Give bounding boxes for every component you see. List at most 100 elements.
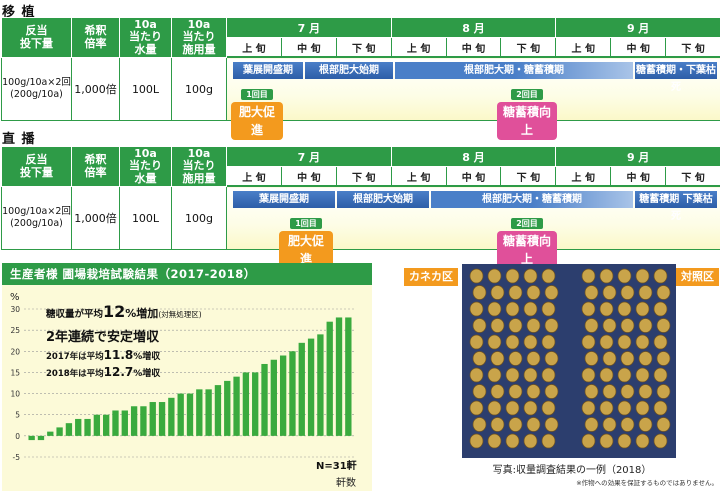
tuber <box>505 301 520 317</box>
y-tick-label: 20 <box>10 347 20 356</box>
month-september: 9 月 <box>555 17 720 38</box>
y-tick-label: -5 <box>13 453 21 462</box>
tuber <box>599 367 614 383</box>
tuber <box>635 367 650 383</box>
tuber <box>523 433 538 449</box>
tuber <box>635 268 650 284</box>
tuber <box>505 367 520 383</box>
growth-timeline: 葉展開盛期 根部肥大始期 根部肥大期・糖蓄積期 糖蓄積期・下葉枯死 1回目 肥大… <box>225 57 720 140</box>
header-water: 10a 当たり 水量 <box>119 146 172 187</box>
tuber <box>635 400 650 416</box>
month-august: 8 月 <box>390 17 557 38</box>
tuber <box>487 301 502 317</box>
chart-bar <box>233 376 240 436</box>
tuber <box>656 351 671 366</box>
header-water: 10a 当たり 水量 <box>119 17 172 58</box>
photo-label-kaneka: カネカ区 <box>404 268 458 286</box>
tuber <box>635 334 650 350</box>
stage-leaf-expansion: 葉展開盛期 <box>233 191 335 208</box>
tuber <box>602 417 617 432</box>
section-title-transplant: 移 植 <box>2 5 36 20</box>
tuber <box>581 334 596 350</box>
month-july: 7 月 <box>226 146 392 167</box>
tuber <box>541 367 556 383</box>
application-2-number: 2回目 <box>511 218 543 229</box>
chart-bar <box>205 389 212 436</box>
chart-annotation: 糖収量が平均12%増加(対無処理区) 2年連続で安定増収 2017年は平均11.… <box>46 302 202 379</box>
tuber <box>638 417 653 432</box>
chart-bar <box>65 423 73 436</box>
tuber <box>523 400 538 416</box>
decade-cell: 上 旬 <box>226 37 282 57</box>
stage-sugar-storage: 糖蓄積期・下葉枯死 <box>635 62 717 93</box>
decade-cell: 中 旬 <box>610 37 667 57</box>
schedule-table-transplant: 反当 投下量 希釈 倍率 10a 当たり 水量 10a 当たり 施用量 7 月 … <box>1 17 720 140</box>
chart-bar <box>326 321 333 436</box>
tuber <box>508 384 523 399</box>
tuber <box>487 433 502 449</box>
month-august: 8 月 <box>390 146 557 167</box>
tuber <box>584 384 599 399</box>
tuber <box>472 285 487 300</box>
tuber <box>526 384 541 399</box>
application-1: 1回目 肥大促進 <box>231 82 283 140</box>
tuber <box>472 318 487 333</box>
tuber <box>617 334 632 350</box>
disclaimer-note: ※作物への効果を保証するものではありません。 <box>576 479 718 487</box>
chart-bar <box>289 351 296 436</box>
tuber <box>584 417 599 432</box>
tuber <box>581 433 596 449</box>
chart-bar <box>149 402 156 436</box>
value-rate: 100g/10a×2回 (200g/10a) <box>1 186 72 250</box>
y-tick-label: 25 <box>10 326 20 335</box>
value-dilution: 1,000倍 <box>71 57 120 121</box>
decade-cell: 上 旬 <box>555 166 612 186</box>
application-1-label: 肥大促進 <box>279 231 333 269</box>
chart-bar <box>279 355 287 436</box>
application-2-label: 糖蓄積向上 <box>497 231 557 269</box>
tuber <box>487 268 502 284</box>
tuber <box>602 285 617 300</box>
result-2018: 2018年は平均12.7%増収 <box>46 365 161 379</box>
tuber <box>656 285 671 300</box>
tuber <box>490 417 505 432</box>
y-tick-label: 30 <box>10 305 20 314</box>
chart-bar <box>317 334 324 436</box>
tuber <box>472 351 487 366</box>
tuber <box>581 367 596 383</box>
chart-bar <box>140 406 147 436</box>
tuber <box>584 285 599 300</box>
tuber <box>638 351 653 366</box>
decade-cell: 下 旬 <box>500 166 557 186</box>
chart-panel-title: 生産者様 圃場栽培試験結果（2017-2018） <box>2 263 372 285</box>
growth-timeline: 葉展開盛期 根部肥大始期 根部肥大期・糖蓄積期 糖蓄積期 下葉枯死 1回目 肥大… <box>225 186 720 269</box>
application-2-number: 2回目 <box>511 89 543 100</box>
decade-cell: 中 旬 <box>280 37 337 57</box>
header-rate: 反当 投下量 <box>1 146 72 187</box>
y-tick-label: 15 <box>10 368 20 377</box>
chart-bar <box>103 414 110 436</box>
tuber <box>638 384 653 399</box>
stage-leaf-expansion: 葉展開盛期 <box>233 62 303 79</box>
value-amount: 100g <box>171 186 227 250</box>
x-axis-label: 軒数 <box>336 476 356 489</box>
tuber <box>599 268 614 284</box>
tuber <box>635 301 650 317</box>
tuber <box>581 400 596 416</box>
application-1: 1回目 肥大促進 <box>279 211 333 269</box>
value-amount: 100g <box>171 57 227 121</box>
chart-bar <box>93 414 101 436</box>
tuber <box>638 285 653 300</box>
tuber <box>581 268 596 284</box>
decade-cell: 上 旬 <box>555 37 612 57</box>
tuber <box>505 433 520 449</box>
application-2: 2回目 糖蓄積向上 <box>497 82 557 140</box>
decade-cell: 上 旬 <box>390 37 447 57</box>
yield-photo <box>462 264 676 458</box>
chart-bar <box>261 363 268 436</box>
tuber <box>544 417 559 432</box>
tuber <box>526 351 541 366</box>
tuber <box>599 433 614 449</box>
chart-bar <box>28 435 35 441</box>
header-rate: 反当 投下量 <box>1 17 72 58</box>
